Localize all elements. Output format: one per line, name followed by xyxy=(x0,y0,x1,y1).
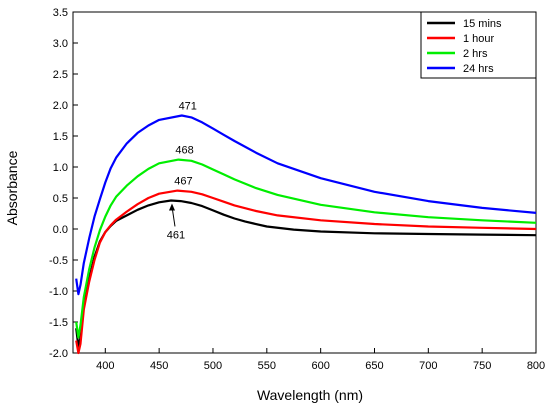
y-tick-label: 3.0 xyxy=(53,38,68,50)
legend-label: 24 hrs xyxy=(463,63,494,75)
x-tick-label: 450 xyxy=(150,360,168,372)
y-axis: -2.0 -1.5 -1.0 -0.5 0.0 0.5 1.0 1.5 2.0 2.5 3.0 3.5 xyxy=(49,7,78,360)
series-line-1-hour xyxy=(75,189,537,355)
y-tick-label: -1.0 xyxy=(49,286,68,298)
y-tick-label: 3.5 xyxy=(53,7,68,19)
peak-arrow-head xyxy=(168,203,175,211)
peak-annotations: 471 468 467 461 xyxy=(167,101,197,242)
series-line-2-hrs xyxy=(75,158,537,339)
x-tick-label: 700 xyxy=(419,360,437,372)
peak-label: 461 xyxy=(167,229,185,241)
y-tick-label: -2.0 xyxy=(49,348,68,360)
y-tick-label: 2.0 xyxy=(53,100,68,112)
plot-frame xyxy=(72,11,537,354)
x-tick-label: 600 xyxy=(311,360,329,372)
peak-label: 471 xyxy=(179,101,197,113)
x-tick-label: 650 xyxy=(365,360,383,372)
y-tick-label: 1.5 xyxy=(53,131,68,143)
x-tick-label: 400 xyxy=(96,360,114,372)
peak-label: 467 xyxy=(174,176,192,188)
peak-label: 468 xyxy=(175,145,193,157)
y-tick-label: -0.5 xyxy=(49,255,68,267)
series-line-24-hrs xyxy=(75,114,537,296)
x-tick-label: 800 xyxy=(527,360,545,372)
x-axis: 400 450 500 550 600 650 700 750 800 xyxy=(96,348,545,372)
plot-area xyxy=(72,11,537,354)
series-line-15-mins xyxy=(75,199,537,348)
y-tick-label: 1.0 xyxy=(53,162,68,174)
legend-label: 15 mins xyxy=(463,18,502,30)
y-axis-title: Absorbance xyxy=(4,150,20,225)
series-lines xyxy=(75,114,537,355)
legend: 15 mins 1 hour 2 hrs 24 hrs xyxy=(420,11,537,79)
x-tick-label: 500 xyxy=(204,360,222,372)
x-tick-label: 550 xyxy=(258,360,276,372)
y-tick-label: -1.5 xyxy=(49,317,68,329)
x-tick-label: 750 xyxy=(473,360,491,372)
legend-label: 2 hrs xyxy=(463,48,488,60)
legend-label: 1 hour xyxy=(463,33,495,45)
y-tick-label: 0.5 xyxy=(53,193,68,205)
x-axis-title: Wavelength (nm) xyxy=(257,387,363,403)
y-tick-label: 2.5 xyxy=(53,69,68,81)
y-tick-label: 0.0 xyxy=(53,224,68,236)
